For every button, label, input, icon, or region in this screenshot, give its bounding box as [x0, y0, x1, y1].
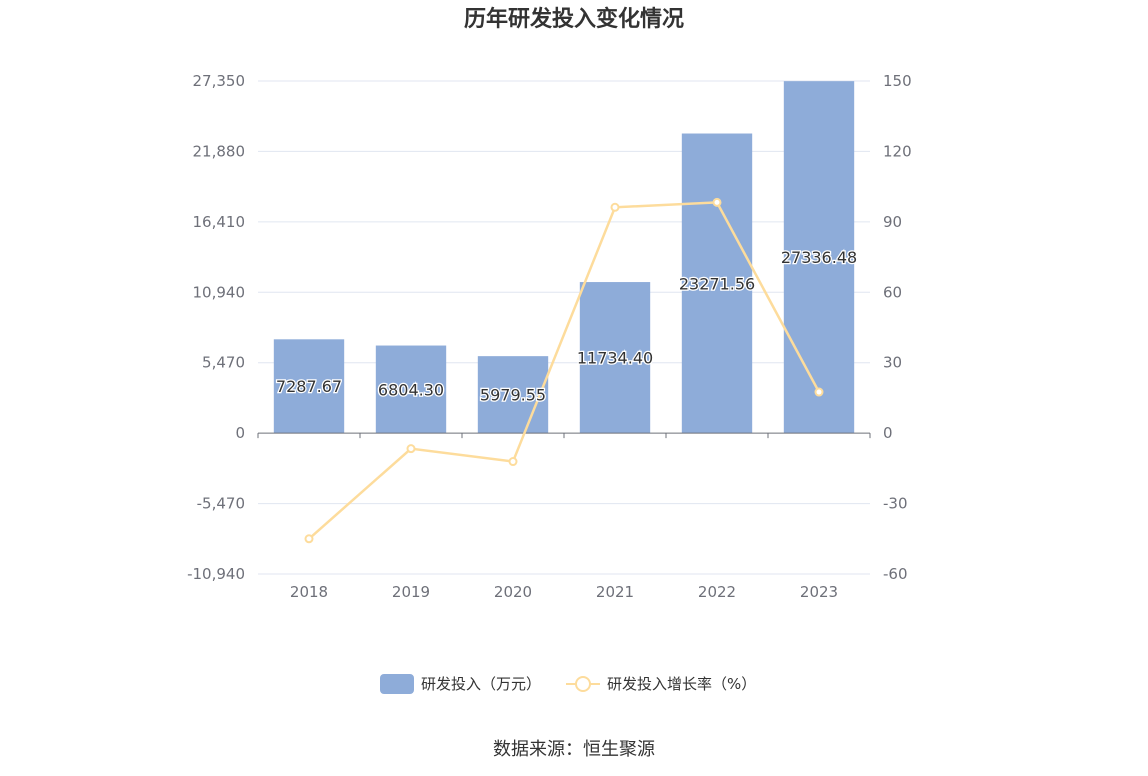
line-point: [712, 197, 722, 207]
bar-data-label: 23271.56: [679, 274, 755, 293]
bar: [375, 345, 447, 434]
right-tick-label: 0: [883, 424, 893, 442]
x-tick-label: 2020: [494, 583, 532, 601]
legend-label-bar[interactable]: 研发投入（万元）: [421, 675, 541, 693]
x-tick-label: 2021: [596, 583, 634, 601]
right-tick-label: 120: [883, 142, 912, 160]
right-tick-label: 60: [883, 283, 902, 301]
x-axis: 2018 2019 2020 2021 2022 2023: [257, 432, 871, 601]
left-y-axis: 27,350 21,880 16,410 10,940 5,470 0 -5,470 -10,…: [187, 72, 245, 583]
right-tick-label: 90: [883, 213, 902, 231]
left-tick-label: 27,350: [193, 72, 246, 90]
bar-data-label: 5979.55: [480, 386, 546, 405]
left-tick-label: -10,940: [187, 565, 245, 583]
growth-rate-line: [308, 201, 821, 540]
bar: [783, 81, 855, 434]
bar-data-label: 7287.67: [276, 377, 342, 396]
left-tick-label: -5,470: [197, 495, 245, 513]
bar-data-label: 27336.48: [781, 248, 857, 267]
source-note: 数据来源：恒生聚源: [493, 739, 655, 760]
legend-label-line[interactable]: 研发投入增长率（%）: [607, 675, 756, 693]
bar: [579, 282, 651, 434]
right-tick-label: -30: [883, 495, 908, 513]
line-point: [406, 444, 416, 454]
line-point: [814, 387, 824, 397]
x-tick-label: 2019: [392, 583, 430, 601]
right-tick-label: 150: [883, 72, 912, 90]
left-tick-label: 0: [235, 424, 245, 442]
right-tick-label: 30: [883, 354, 902, 372]
legend[interactable]: 研发投入（万元） 研发投入增长率（%）: [380, 674, 756, 694]
bar-data-label: 11734.40: [577, 349, 653, 368]
bar-data-label: 6804.30: [378, 380, 444, 399]
left-tick-label: 16,410: [193, 213, 246, 231]
line-point: [304, 534, 314, 544]
legend-swatch-bar[interactable]: [380, 674, 414, 694]
left-tick-label: 21,880: [193, 142, 246, 160]
right-y-axis: 150 120 90 60 30 0 -30 -60: [883, 72, 912, 583]
left-tick-label: 10,940: [193, 283, 246, 301]
bar: [477, 356, 549, 434]
x-tick-label: 2022: [698, 583, 736, 601]
bar: [681, 133, 753, 434]
bar-data-labels: 7287.67 6804.30 5979.55 11734.40 23271.56 273…: [275, 247, 859, 406]
legend-swatch-line-marker[interactable]: [575, 676, 591, 692]
bar-series: [273, 81, 855, 434]
line-point: [610, 202, 620, 212]
right-tick-label: -60: [883, 565, 908, 583]
left-tick-label: 5,470: [202, 354, 245, 372]
bar: [273, 339, 345, 434]
line-point: [508, 457, 518, 467]
chart-title: 历年研发投入变化情况: [464, 6, 684, 32]
x-tick-label: 2018: [290, 583, 328, 601]
grid-lines: [258, 80, 870, 575]
x-tick-label: 2023: [800, 583, 838, 601]
line-series: [304, 197, 824, 544]
